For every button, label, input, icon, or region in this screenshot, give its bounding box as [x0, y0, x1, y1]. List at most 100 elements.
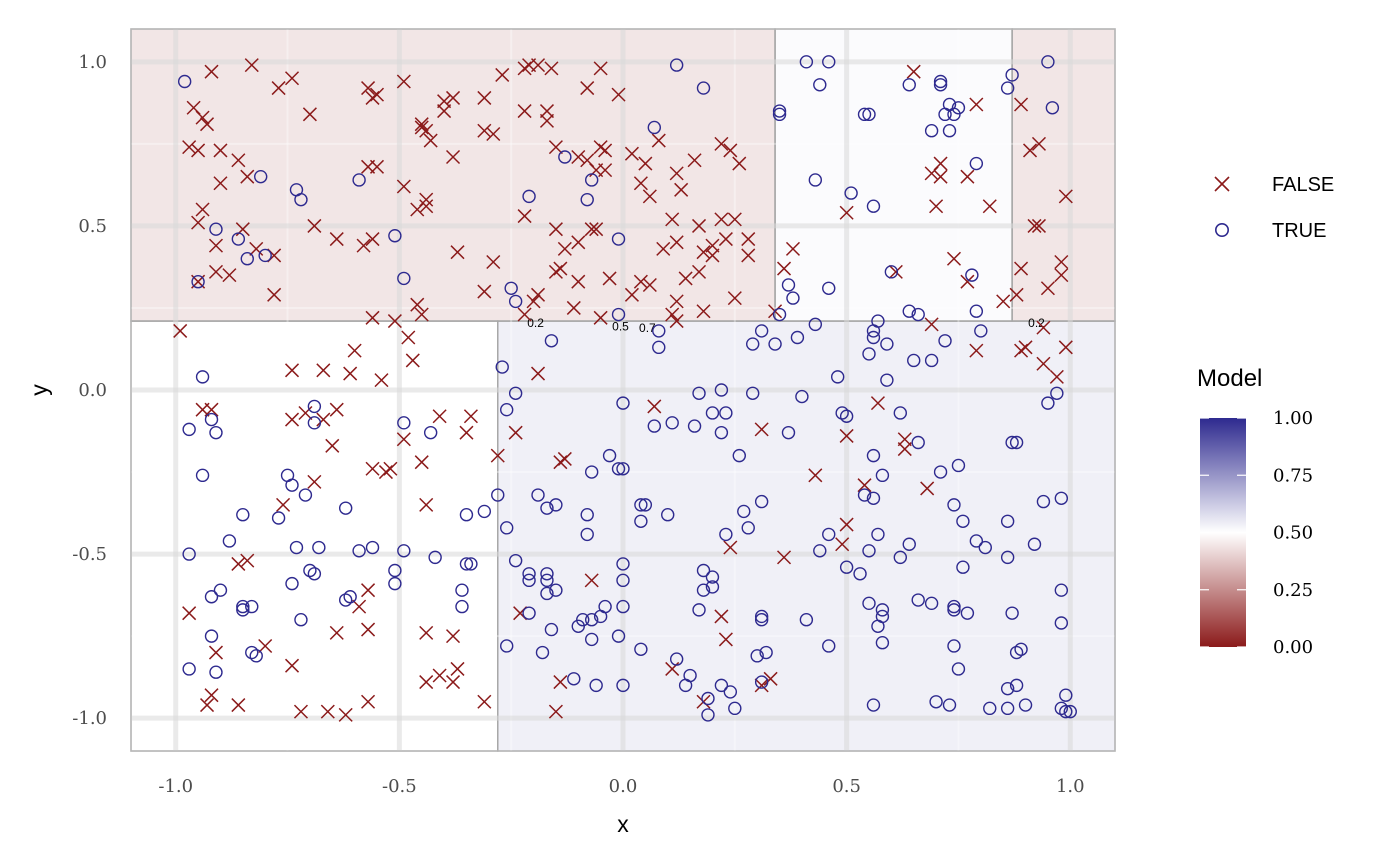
point-false	[669, 166, 684, 181]
point-true	[638, 498, 653, 512]
point-true	[616, 678, 630, 693]
point-true	[875, 636, 890, 650]
point-true	[737, 504, 751, 519]
y-tick-label: 1.0	[78, 52, 107, 73]
colorbar-title: Model	[1197, 365, 1262, 392]
point-true	[714, 383, 729, 397]
point-true	[907, 353, 921, 368]
point-false	[396, 74, 411, 89]
point-true	[839, 409, 854, 423]
point-true	[508, 553, 523, 568]
point-false	[401, 330, 416, 345]
point-false	[548, 704, 563, 719]
point-true	[754, 324, 769, 338]
point-false	[410, 297, 425, 312]
point-true	[652, 340, 666, 355]
split-label: 0.2	[1028, 316, 1045, 330]
point-false	[365, 461, 380, 476]
point-true	[902, 537, 916, 551]
point-false	[566, 300, 581, 315]
point-true	[701, 708, 715, 722]
point-true	[696, 81, 711, 95]
point-false	[741, 232, 756, 247]
x-tick-label: -1.0	[158, 776, 193, 797]
colorbar-tick-label: 1.00	[1273, 408, 1313, 429]
point-true	[978, 540, 992, 555]
point-false	[888, 264, 903, 279]
point-false	[1036, 356, 1051, 371]
point-false	[419, 675, 434, 690]
point-false	[1014, 97, 1029, 112]
point-false	[414, 117, 429, 132]
point-false	[213, 143, 228, 158]
point-false	[982, 199, 997, 214]
point-false	[906, 64, 921, 79]
point-false	[517, 307, 532, 322]
point-true	[965, 268, 979, 282]
point-true	[772, 307, 787, 322]
point-true	[195, 468, 210, 483]
point-false	[633, 274, 648, 289]
legend-false-label: FALSE	[1272, 174, 1334, 196]
y-tick-label: 0.5	[78, 216, 107, 237]
point-true	[602, 448, 617, 463]
point-false	[598, 143, 613, 158]
point-false	[195, 402, 210, 417]
point-false	[195, 202, 210, 217]
point-false	[316, 363, 331, 378]
point-true	[388, 576, 402, 591]
point-true	[933, 465, 948, 479]
x-tick-label: 0.5	[832, 776, 861, 797]
point-false	[1049, 369, 1064, 384]
point-false	[213, 176, 228, 191]
point-false	[369, 159, 385, 174]
y-axis: -1.0 -0.5 0.0 0.5 1.0	[72, 52, 107, 729]
legend-true-label: TRUE	[1272, 220, 1326, 242]
point-true	[544, 622, 559, 637]
point-true	[584, 613, 599, 627]
point-false	[589, 222, 604, 237]
point-false	[191, 215, 206, 230]
point-true	[862, 107, 876, 122]
x-tick-label: 0.0	[609, 776, 638, 797]
point-true	[584, 632, 599, 647]
point-false	[557, 241, 572, 256]
point-true	[213, 583, 228, 597]
point-true	[875, 468, 890, 483]
point-true	[902, 304, 916, 318]
point-false	[692, 264, 707, 279]
point-false	[727, 212, 742, 227]
point-true	[924, 124, 939, 138]
point-true	[880, 373, 894, 387]
point-false	[638, 156, 653, 171]
point-true	[942, 124, 957, 138]
y-axis-title: y	[26, 384, 52, 396]
point-true	[307, 416, 322, 430]
point-true	[857, 107, 872, 122]
point-false	[240, 169, 255, 184]
point-false	[969, 343, 984, 358]
point-true	[459, 508, 474, 522]
point-true	[929, 695, 943, 709]
point-true	[1018, 698, 1033, 712]
point-true	[866, 491, 881, 505]
point-true	[754, 609, 769, 624]
point-true	[236, 599, 250, 614]
point-true	[1000, 701, 1015, 716]
point-false	[437, 94, 452, 109]
point-true	[705, 406, 720, 420]
point-true	[938, 334, 952, 348]
point-false	[946, 251, 962, 266]
point-true	[611, 232, 626, 246]
point-true	[947, 599, 961, 614]
point-true	[1054, 583, 1069, 597]
point-true	[1000, 81, 1015, 95]
point-true	[522, 567, 536, 581]
point-true	[772, 104, 787, 118]
point-true	[652, 324, 666, 338]
point-true	[781, 425, 796, 440]
point-false	[718, 632, 733, 647]
point-false	[548, 222, 563, 237]
point-false	[1022, 143, 1038, 158]
